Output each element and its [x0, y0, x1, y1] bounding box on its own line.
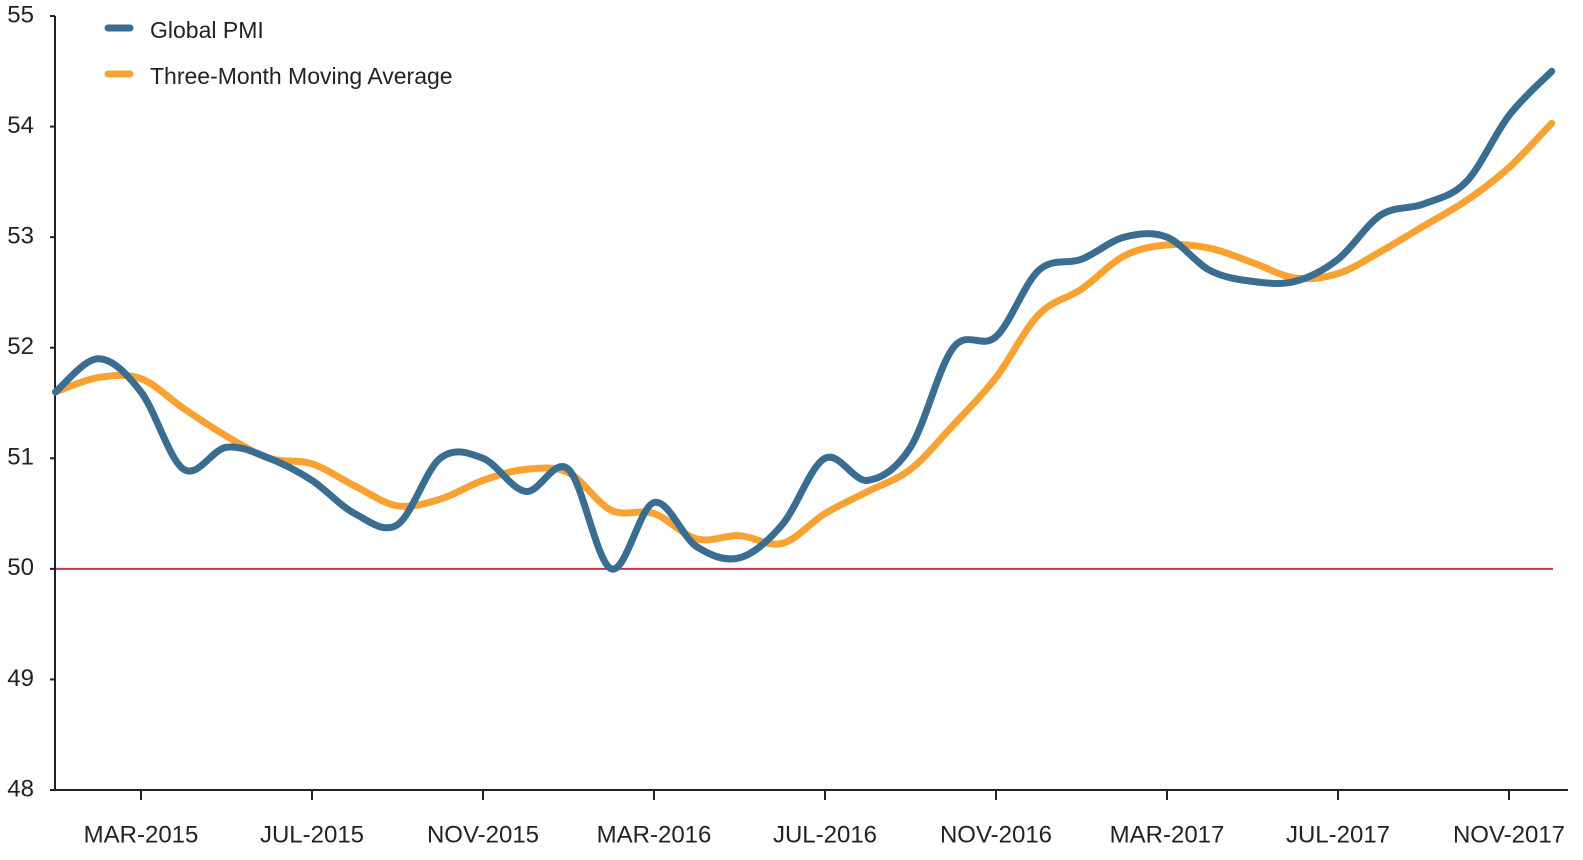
y-tick-label: 55 — [7, 1, 34, 28]
x-tick-label: NOV-2015 — [427, 821, 539, 848]
y-tick-label: 49 — [7, 665, 34, 692]
y-tick-label: 52 — [7, 333, 34, 360]
y-tick-label: 53 — [7, 222, 34, 249]
legend-label: Global PMI — [150, 17, 264, 43]
line-series — [52, 67, 1556, 573]
y-tick-label: 48 — [7, 775, 34, 802]
x-tick-label: MAR-2017 — [1110, 821, 1225, 848]
x-tick-label: JUL-2015 — [260, 821, 364, 848]
x-tick-label: NOV-2017 — [1453, 821, 1565, 848]
x-tick-label: JUL-2017 — [1286, 821, 1390, 848]
y-tick-label: 50 — [7, 554, 34, 581]
x-tick-label: MAR-2016 — [597, 821, 712, 848]
y-tick-label: 54 — [7, 112, 34, 139]
x-tick-label: JUL-2016 — [773, 821, 877, 848]
x-tick-label: NOV-2016 — [940, 821, 1052, 848]
legend-label: Three-Month Moving Average — [150, 63, 453, 89]
y-tick-label: 51 — [7, 444, 34, 471]
x-tick-label: MAR-2015 — [84, 821, 199, 848]
